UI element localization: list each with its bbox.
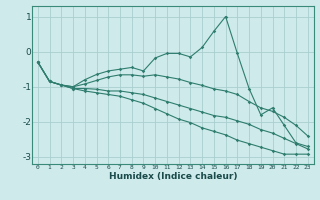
X-axis label: Humidex (Indice chaleur): Humidex (Indice chaleur) [108, 172, 237, 181]
